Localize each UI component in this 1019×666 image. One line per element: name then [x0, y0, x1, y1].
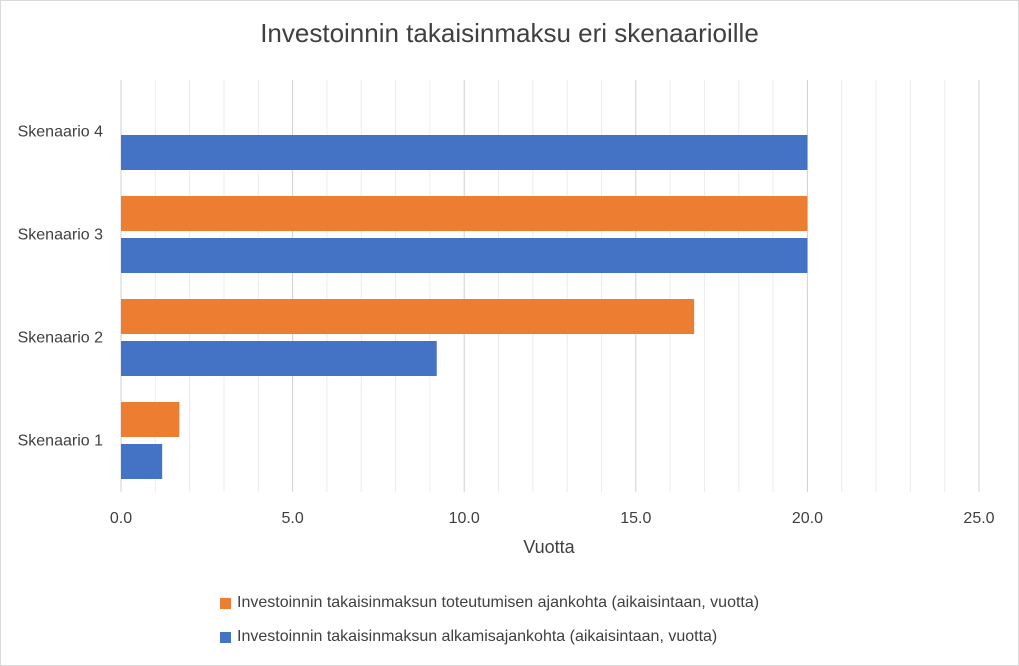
- bar-skenaario-4-series-2: [121, 135, 808, 170]
- y-tick-label: Skenaario 1: [18, 433, 103, 450]
- bar-skenaario-2-series-1: [121, 299, 695, 334]
- bars-group: [121, 135, 808, 479]
- chart-title: Investoinnin takaisinmaksu eri skenaario…: [260, 18, 759, 48]
- bar-skenaario-1-series-1: [121, 402, 180, 437]
- x-tick-label: 20.0: [792, 510, 823, 527]
- y-tick-label: Skenaario 3: [18, 227, 103, 244]
- x-tick-label: 25.0: [963, 510, 994, 527]
- y-tick-label: Skenaario 2: [18, 330, 103, 347]
- legend-item-1: Investoinnin takaisinmaksun toteutumisen…: [220, 594, 759, 612]
- x-tick-label: 15.0: [620, 510, 651, 527]
- bar-skenaario-3-series-1: [121, 196, 808, 231]
- x-tick-label: 5.0: [281, 510, 303, 527]
- legend-swatch-2: [220, 631, 231, 643]
- bar-skenaario-3-series-2: [121, 238, 808, 273]
- x-tick-label: 10.0: [449, 510, 480, 527]
- legend-item-2: Investoinnin takaisinmaksun alkamisajank…: [220, 628, 717, 646]
- x-tick-label: 0.0: [110, 510, 132, 527]
- x-tick-labels: 0.0 5.0 10.0 15.0 20.0 25.0: [110, 510, 995, 527]
- legend-swatch-1: [220, 597, 231, 609]
- y-tick-label: Skenaario 4: [18, 124, 103, 141]
- legend-label-2: Investoinnin takaisinmaksun alkamisajank…: [237, 628, 718, 645]
- legend-label-1: Investoinnin takaisinmaksun toteutumisen…: [237, 594, 760, 611]
- bar-skenaario-1-series-2: [121, 444, 163, 479]
- bar-skenaario-2-series-2: [121, 341, 437, 376]
- y-tick-labels: Skenaario 1 Skenaario 2 Skenaario 3 Skenaar…: [18, 124, 103, 450]
- x-axis-label: Vuotta: [523, 537, 575, 557]
